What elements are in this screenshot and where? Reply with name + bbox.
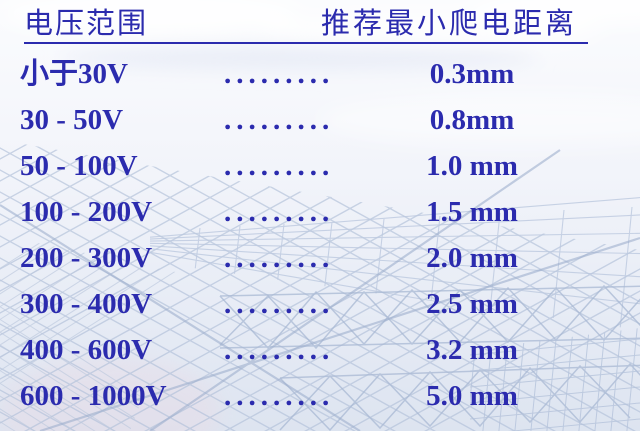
header-voltage-range: 电压范围: [24, 8, 149, 40]
voltage-range: 50 - 100V: [20, 150, 138, 182]
table-row: 小于30V......... 0.3mm: [0, 55, 640, 95]
dot-leader: .........: [224, 380, 335, 412]
table-row: 200 - 300V......... 2.0 mm: [0, 239, 640, 279]
creepage-value: 1.5 mm: [426, 196, 518, 228]
dot-leader: .........: [224, 242, 335, 274]
dot-leader: .........: [224, 104, 335, 136]
creepage-value: 0.8mm: [429, 104, 515, 136]
dot-leader: .........: [224, 288, 335, 320]
dot-leader: .........: [224, 58, 335, 90]
creepage-value: 1.0 mm: [426, 150, 518, 182]
creepage-value: 2.5 mm: [426, 288, 518, 320]
dot-leader: .........: [224, 196, 335, 228]
dot-leader: .........: [224, 334, 335, 366]
creepage-value: 3.2 mm: [426, 334, 518, 366]
clouds: [0, 0, 640, 146]
creepage-value: 2.0 mm: [426, 242, 518, 274]
voltage-range: 100 - 200V: [20, 196, 153, 228]
creepage-value: 5.0 mm: [426, 380, 518, 412]
voltage-range: 30 - 50V: [20, 104, 124, 136]
voltage-range: 200 - 300V: [20, 242, 153, 274]
header-min-creepage-distance: 推荐最小爬电距离: [321, 8, 578, 40]
table-row: 30 - 50V......... 0.8mm: [0, 101, 640, 141]
table-rows: 小于30V......... 0.3mm 30 - 50V......... 0.8m…: [0, 55, 640, 431]
creepage-value: 0.3mm: [429, 58, 515, 90]
table-row: 600 - 1000V......... 5.0 mm: [0, 377, 640, 417]
voltage-range: 小于30V: [20, 58, 128, 90]
voltage-range: 300 - 400V: [20, 288, 153, 320]
table-row: 400 - 600V......... 3.2 mm: [0, 331, 640, 371]
dot-leader: .........: [224, 150, 335, 182]
table-row: 50 - 100V......... 1.0 mm: [0, 147, 640, 187]
table-row: 300 - 400V......... 2.5 mm: [0, 285, 640, 325]
table-row: 100 - 200V......... 1.5 mm: [0, 193, 640, 233]
voltage-range: 400 - 600V: [20, 334, 153, 366]
voltage-range: 600 - 1000V: [20, 380, 167, 412]
header-underline: [24, 42, 588, 44]
